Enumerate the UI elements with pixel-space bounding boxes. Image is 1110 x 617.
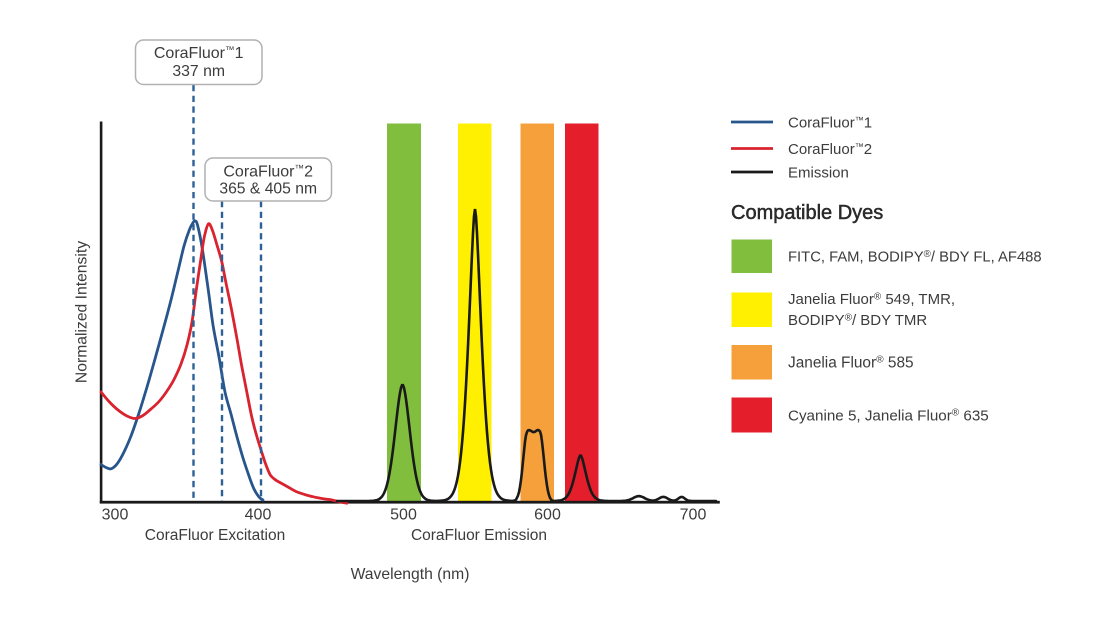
svg-text:CoraFluor Emission: CoraFluor Emission	[411, 527, 547, 544]
svg-text:FITC, FAM, BODIPY®​/ BDY FL, A: FITC, FAM, BODIPY®​/ BDY FL, AF488	[788, 249, 1042, 265]
svg-text:365 & 405 nm: 365 & 405 nm	[219, 181, 317, 198]
svg-text:337 nm: 337 nm	[172, 63, 225, 80]
svg-text:BODIPY®​/ BDY TMR: BODIPY®​/ BDY TMR	[788, 312, 927, 329]
svg-text:300: 300	[102, 506, 129, 523]
svg-text:Cyanine 5, Janelia Fluor®​ 635: Cyanine 5, Janelia Fluor®​ 635	[788, 407, 989, 424]
svg-text:Janelia Fluor®​ 585: Janelia Fluor®​ 585	[788, 354, 914, 371]
svg-text:700: 700	[680, 506, 707, 523]
svg-text:CoraFluor™​2: CoraFluor™​2	[223, 163, 313, 180]
svg-text:CoraFluor™​2: CoraFluor™​2	[788, 141, 872, 158]
svg-text:Normalized Intensity: Normalized Intensity	[74, 241, 91, 383]
svg-text:Compatible Dyes: Compatible Dyes	[731, 202, 883, 224]
svg-text:CoraFluor™​1: CoraFluor™​1	[154, 45, 244, 62]
svg-text:CoraFluor™​1: CoraFluor™​1	[788, 114, 872, 131]
svg-text:500: 500	[390, 506, 417, 523]
svg-text:Janelia Fluor®​ 549, TMR,: Janelia Fluor®​ 549, TMR,	[788, 291, 955, 308]
svg-text:600: 600	[534, 506, 561, 523]
svg-text:CoraFluor Excitation: CoraFluor Excitation	[145, 527, 285, 544]
svg-text:Wavelength (nm): Wavelength (nm)	[351, 566, 470, 583]
svg-text:Emission: Emission	[788, 164, 849, 181]
svg-text:400: 400	[245, 506, 272, 523]
